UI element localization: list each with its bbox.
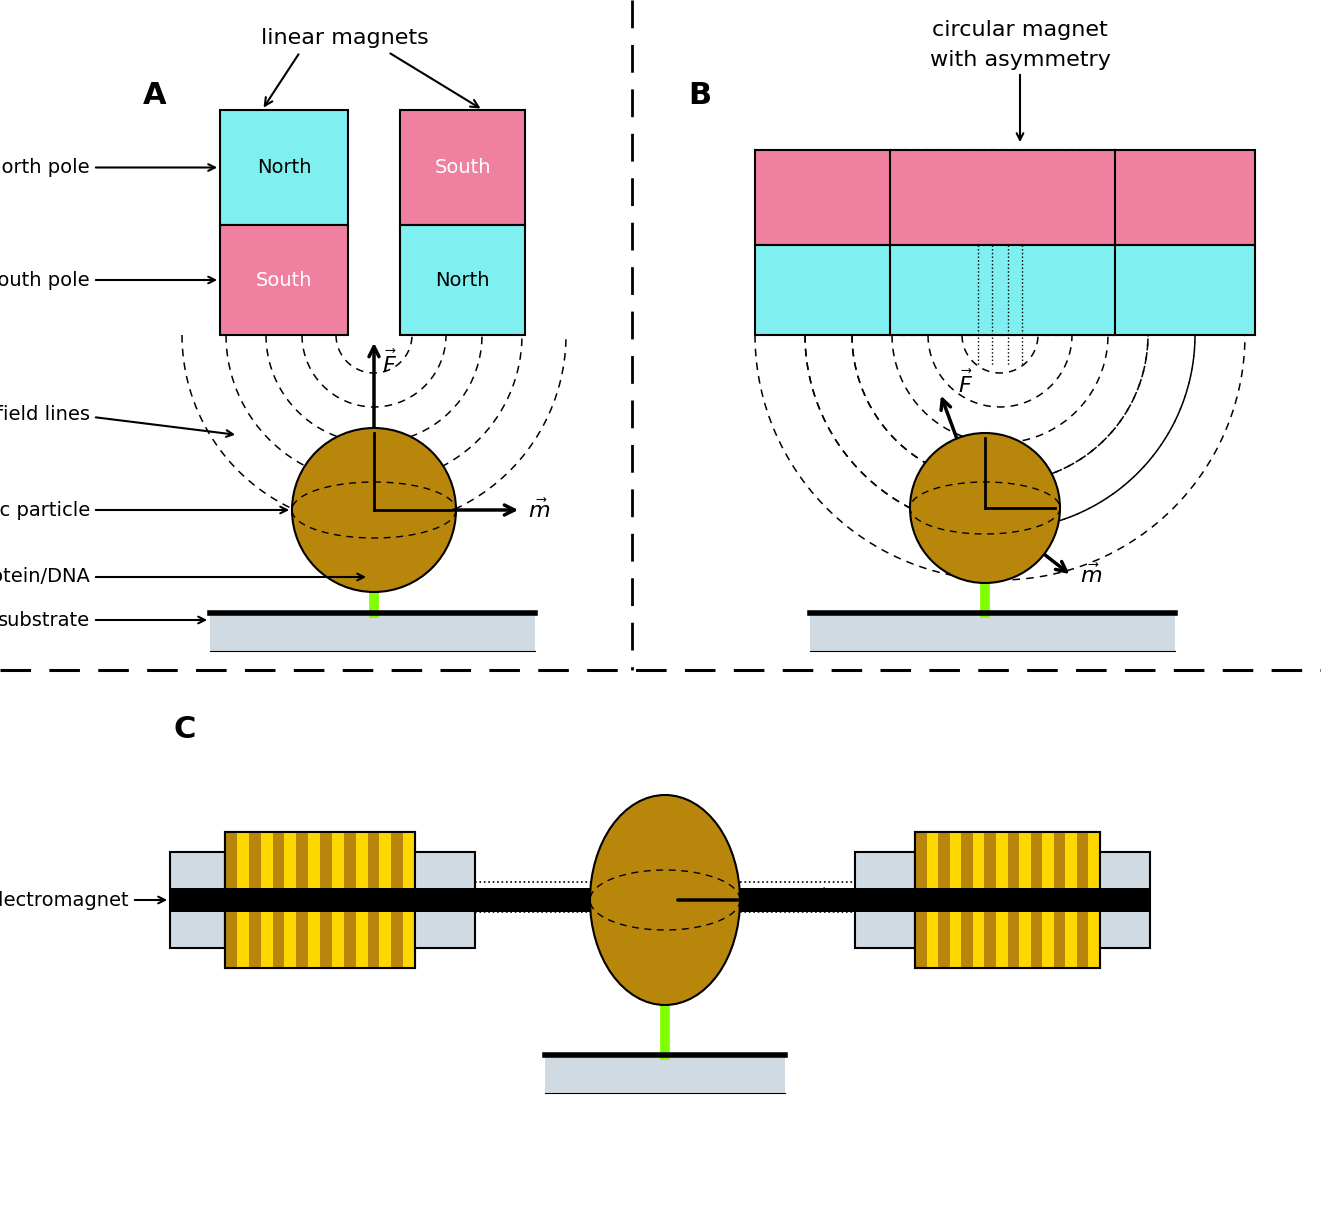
Text: C: C: [174, 716, 197, 745]
Text: substrate: substrate: [0, 610, 90, 630]
Bar: [248, 832, 260, 968]
Ellipse shape: [590, 795, 740, 1006]
Bar: [221, 224, 347, 335]
Bar: [1030, 832, 1042, 968]
Bar: [756, 245, 1255, 335]
Text: $\vec{m}$: $\vec{m}$: [808, 888, 830, 912]
Text: protein/DNA: protein/DNA: [0, 568, 90, 587]
Text: field lines: field lines: [0, 405, 90, 425]
Bar: [915, 832, 1100, 968]
Bar: [938, 832, 950, 968]
Bar: [1042, 832, 1054, 968]
Bar: [284, 832, 296, 968]
Bar: [1065, 832, 1077, 968]
Text: B: B: [688, 80, 712, 109]
Text: linear magnets: linear magnets: [262, 28, 429, 49]
Text: $\vec{F}$: $\vec{F}$: [382, 349, 398, 376]
Text: North: North: [256, 158, 312, 177]
Bar: [403, 832, 415, 968]
Bar: [320, 832, 332, 968]
Bar: [343, 832, 355, 968]
Bar: [1018, 832, 1030, 968]
Bar: [296, 832, 308, 968]
Bar: [367, 832, 379, 968]
Text: North pole: North pole: [0, 158, 90, 177]
Text: electromagnet: electromagnet: [0, 890, 129, 910]
Bar: [972, 832, 984, 968]
Bar: [1077, 832, 1089, 968]
Text: South: South: [435, 158, 490, 177]
Bar: [225, 832, 415, 968]
Bar: [1008, 832, 1018, 968]
Bar: [1054, 832, 1065, 968]
Bar: [810, 613, 1174, 651]
Bar: [890, 150, 1115, 335]
Bar: [400, 224, 524, 335]
Bar: [225, 832, 236, 968]
Bar: [415, 852, 476, 949]
Text: $\vec{m}$: $\vec{m}$: [528, 499, 550, 522]
Bar: [236, 832, 248, 968]
Text: with asymmetry: with asymmetry: [930, 50, 1111, 70]
Bar: [308, 832, 320, 968]
Bar: [225, 832, 415, 968]
Bar: [855, 852, 915, 949]
Text: North: North: [435, 270, 490, 290]
Circle shape: [292, 428, 456, 592]
Bar: [170, 888, 1151, 912]
Text: $\vec{m}$: $\vec{m}$: [1079, 564, 1102, 587]
Bar: [260, 832, 272, 968]
Bar: [170, 852, 225, 949]
Bar: [400, 110, 524, 224]
Bar: [996, 832, 1008, 968]
Bar: [221, 110, 347, 224]
Bar: [756, 150, 1255, 245]
Bar: [915, 832, 1100, 968]
Text: A: A: [143, 80, 166, 109]
Bar: [915, 832, 926, 968]
Bar: [355, 832, 367, 968]
Text: magnetic particle: magnetic particle: [0, 501, 90, 519]
Text: South pole: South pole: [0, 270, 90, 290]
Bar: [962, 832, 972, 968]
Bar: [210, 613, 535, 651]
Bar: [926, 832, 938, 968]
Text: $\vec{F}$: $\vec{F}$: [958, 370, 974, 397]
Bar: [391, 832, 403, 968]
Bar: [950, 832, 962, 968]
Circle shape: [910, 433, 1059, 583]
Bar: [1100, 852, 1151, 949]
Bar: [546, 1055, 785, 1093]
Bar: [272, 832, 284, 968]
Bar: [332, 832, 343, 968]
Bar: [379, 832, 391, 968]
Bar: [984, 832, 996, 968]
Bar: [1089, 832, 1100, 968]
Text: circular magnet: circular magnet: [933, 19, 1108, 40]
Text: South: South: [256, 270, 312, 290]
